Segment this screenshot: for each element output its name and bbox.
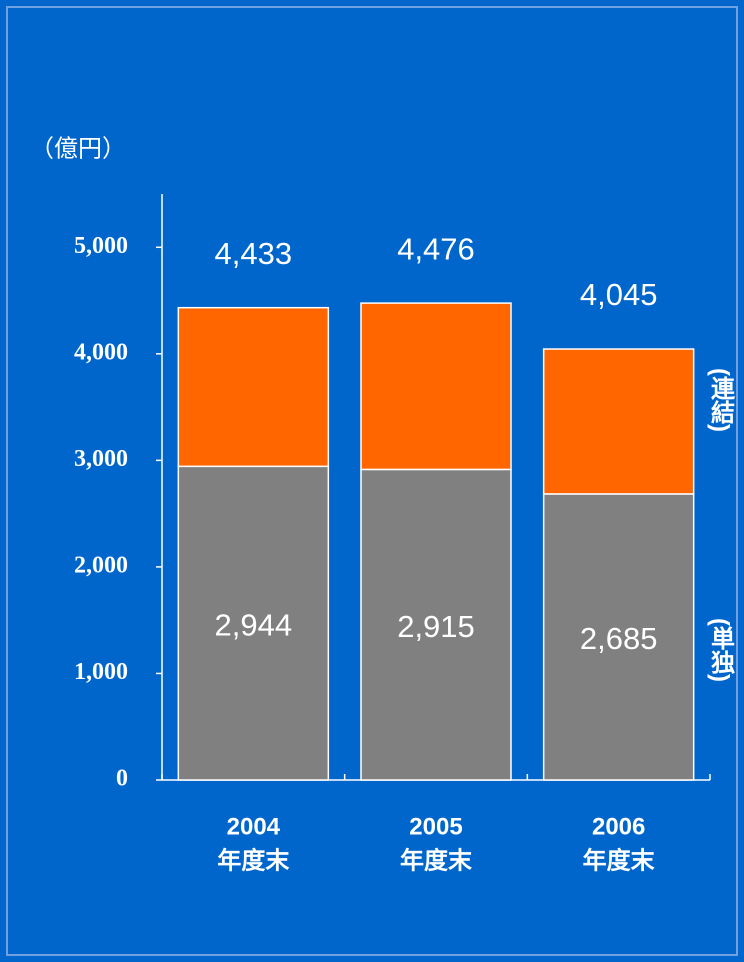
total-label: 4,476 [397,231,475,266]
bar-segment [360,302,512,471]
x-tick-label: 年度末 [217,846,290,874]
y-tick-label: 3,000 [74,446,128,472]
data-label: 2,685 [580,621,658,656]
total-label: 4,045 [580,277,658,312]
y-tick-label: 2,000 [74,552,128,578]
x-tick-label: 2006 [592,813,645,840]
y-tick-label: 1,000 [74,659,128,685]
y-tick-label: 4,000 [74,339,128,365]
data-label: 2,915 [397,609,475,644]
total-label: 4,433 [215,236,293,271]
bar-segment [542,348,695,495]
x-tick-label: 年度末 [400,846,473,874]
y-unit: （億円） [30,135,126,162]
x-tick-label: 年度末 [583,846,656,874]
legend-label: (連結) [707,368,735,432]
frame [6,6,738,956]
bar-segment [177,306,330,468]
y-tick-label: 0 [116,766,128,792]
legend-label: (単独) [707,618,735,682]
data-label: 2,944 [215,607,293,642]
x-tick-label: 2005 [409,813,462,840]
bar-segment [177,465,330,781]
x-tick-label: 2004 [227,813,281,840]
y-tick-label: 5,000 [74,233,128,259]
